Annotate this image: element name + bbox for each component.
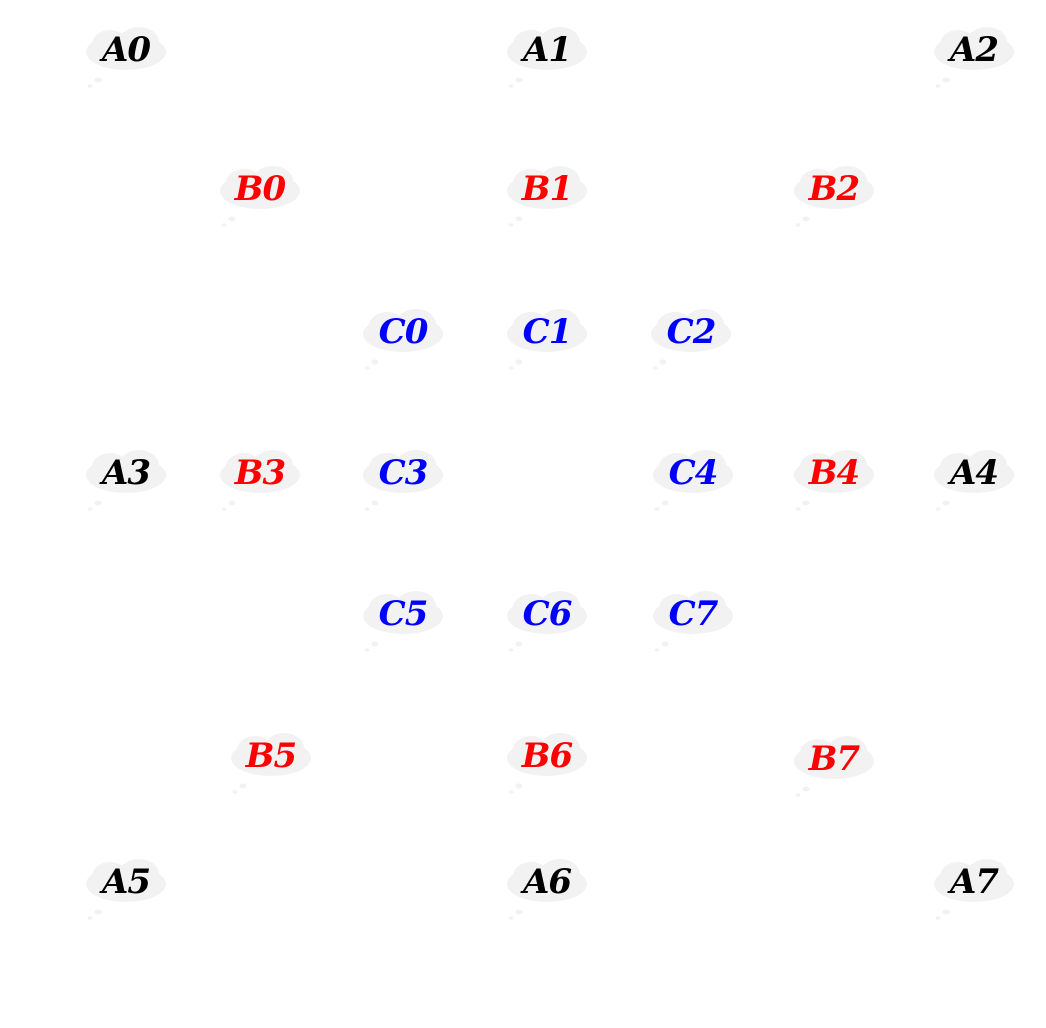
point-a0[interactable]: A0 [84, 24, 168, 88]
cloud-icon [363, 450, 443, 511]
point-c2[interactable]: C2 [649, 306, 733, 370]
cloud-icon [794, 450, 874, 511]
point-c1[interactable]: C1 [505, 306, 589, 370]
point-label: A3 [101, 453, 151, 493]
cloud-icon [934, 450, 1014, 511]
cloud-icon [653, 450, 733, 511]
point-label: B2 [808, 169, 860, 209]
point-label: A2 [949, 30, 999, 70]
point-c5[interactable]: C5 [361, 588, 445, 652]
cloud-icon [220, 166, 300, 227]
cloud-icon [86, 450, 166, 511]
cloud-icon [363, 591, 443, 652]
point-b6[interactable]: B6 [505, 730, 589, 794]
cloud-icon [507, 733, 587, 794]
point-b2[interactable]: B2 [792, 163, 876, 227]
cloud-icon [220, 450, 300, 511]
cloud-icon [934, 859, 1014, 920]
point-label: C5 [378, 594, 429, 634]
point-label: C6 [522, 594, 573, 634]
point-label: C0 [378, 312, 429, 352]
point-label: B0 [234, 169, 286, 209]
cloud-icon [86, 27, 166, 88]
point-label: A0 [101, 30, 151, 70]
point-label: B1 [521, 169, 573, 209]
point-c6[interactable]: C6 [505, 588, 589, 652]
point-label: B7 [808, 739, 860, 779]
point-label: C1 [522, 312, 573, 352]
point-b4[interactable]: B4 [792, 447, 876, 511]
point-c4[interactable]: C4 [651, 447, 735, 511]
point-label: B5 [245, 736, 297, 776]
point-label: A1 [522, 30, 572, 70]
point-b7[interactable]: B7 [792, 733, 876, 797]
cloud-icon [794, 736, 874, 797]
point-b1[interactable]: B1 [505, 163, 589, 227]
cloud-icon [651, 309, 731, 370]
point-label: A7 [949, 862, 999, 902]
cloud-icon [86, 859, 166, 920]
point-label: B3 [234, 453, 286, 493]
point-c0[interactable]: C0 [361, 306, 445, 370]
point-a4[interactable]: A4 [932, 447, 1016, 511]
point-a1[interactable]: A1 [505, 24, 589, 88]
point-label: C7 [668, 594, 719, 634]
point-a6[interactable]: A6 [505, 856, 589, 920]
cloud-icon [794, 166, 874, 227]
point-a7[interactable]: A7 [932, 856, 1016, 920]
cloud-icon [507, 309, 587, 370]
point-b3[interactable]: B3 [218, 447, 302, 511]
point-label: B4 [808, 453, 860, 493]
cloud-icon [507, 166, 587, 227]
point-a2[interactable]: A2 [932, 24, 1016, 88]
point-c7[interactable]: C7 [651, 588, 735, 652]
point-a5[interactable]: A5 [84, 856, 168, 920]
point-a3[interactable]: A3 [84, 447, 168, 511]
cloud-icon [934, 27, 1014, 88]
cloud-icon [507, 591, 587, 652]
point-c3[interactable]: C3 [361, 447, 445, 511]
point-b5[interactable]: B5 [229, 730, 313, 794]
point-label: C2 [666, 312, 717, 352]
point-label: A4 [949, 453, 999, 493]
point-label: C4 [668, 453, 719, 493]
cloud-icon [653, 591, 733, 652]
point-label: B6 [521, 736, 573, 776]
cloud-icon [507, 27, 587, 88]
cloud-icon [231, 733, 311, 794]
point-label: A6 [522, 862, 572, 902]
point-label: A5 [101, 862, 151, 902]
point-b0[interactable]: B0 [218, 163, 302, 227]
cloud-icon [363, 309, 443, 370]
cloud-icon [507, 859, 587, 920]
point-label: C3 [378, 453, 429, 493]
